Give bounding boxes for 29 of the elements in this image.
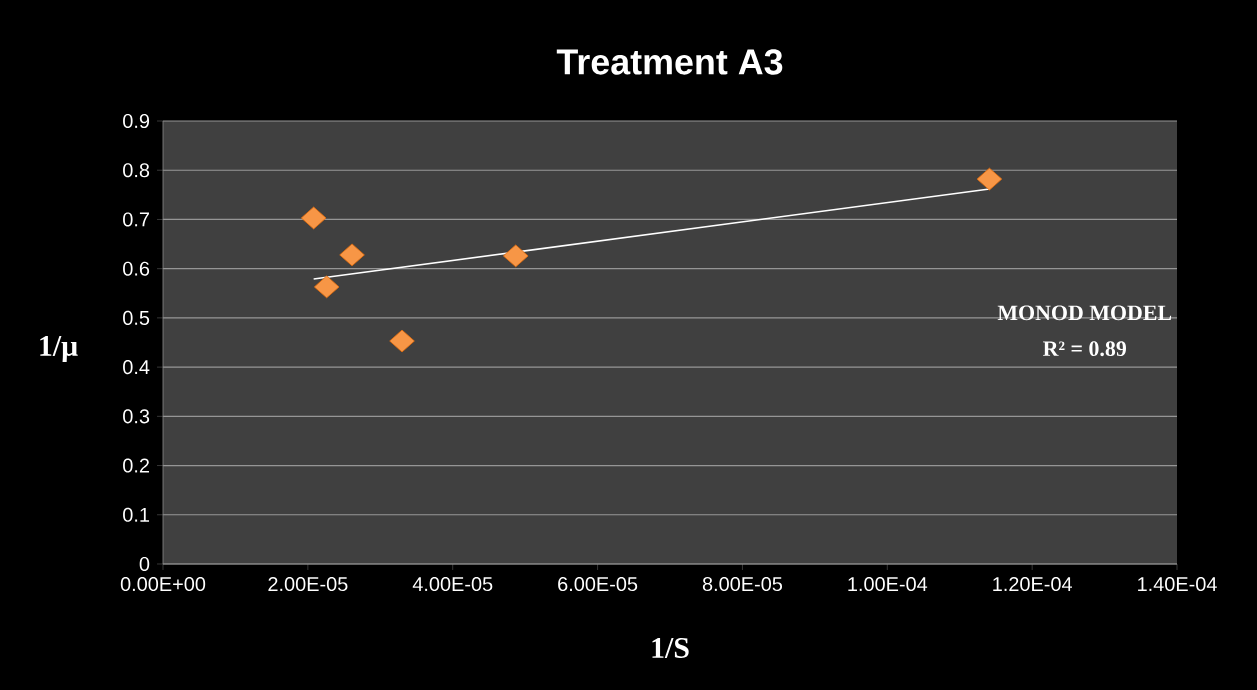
x-tick-label: 2.00E-05 — [268, 577, 348, 592]
chart-title: Treatment A3 — [556, 49, 783, 75]
y-tick-label: 0.9 — [123, 113, 150, 129]
y-tick-label: 0.8 — [123, 163, 150, 178]
y-tick-label: 0.5 — [123, 310, 150, 325]
y-tick-label: 0.1 — [123, 507, 150, 522]
y-tick-label: 0.3 — [123, 409, 150, 424]
y-axis-title: 1/μ — [40, 335, 78, 363]
x-tick-label: 8.00E-05 — [702, 577, 783, 592]
point — [339, 243, 365, 267]
x-tick-label: 6.00E-05 — [558, 577, 638, 592]
x-tick-label: 0.00E+00 — [120, 577, 206, 592]
y-tick-label: 0 — [139, 556, 150, 572]
y-tick-label: 0.7 — [123, 212, 149, 227]
point — [300, 206, 327, 230]
x-tick-label: 1.20E-04 — [993, 577, 1072, 592]
y-tick-label: 0.4 — [123, 360, 150, 375]
x-tick-label: 1.40E-04 — [1138, 577, 1217, 592]
point — [976, 167, 1003, 191]
x-tick-label: 1.00E-04 — [848, 577, 928, 592]
x-tick-label: 4.00E-05 — [412, 577, 493, 592]
annotation: R² = 0.89 — [1043, 341, 1127, 357]
point — [503, 244, 529, 268]
y-tick-label: 0.2 — [123, 458, 149, 473]
x-axis-title: 1/S — [652, 637, 689, 659]
point — [389, 329, 415, 353]
point — [313, 275, 340, 299]
y-tick-label: 0.6 — [123, 261, 150, 276]
annotation: MONOD MODEL — [997, 305, 1172, 321]
